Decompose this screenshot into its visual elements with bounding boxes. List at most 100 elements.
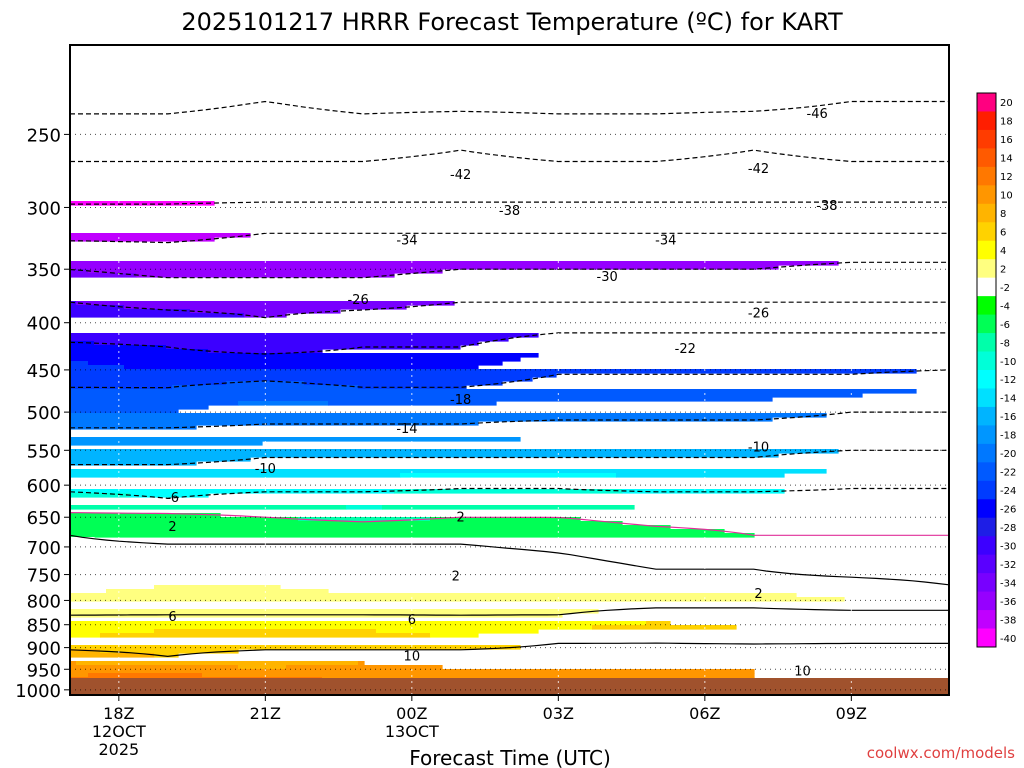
y-tick-label: 650 [27,508,61,529]
temperature-cell [70,401,239,406]
temperature-cell [70,493,131,498]
temperature-cell [70,409,179,414]
temperature-cell [70,517,299,522]
temperature-cell [70,261,839,266]
y-tick-label: 250 [27,125,61,146]
temperature-cell [70,489,395,494]
temperature-cell [70,629,155,634]
colorbar-label: 14 [1000,154,1013,165]
contour-label: -38 [816,199,837,214]
colorbar-swatch [977,203,996,223]
temperature-cell [70,521,623,526]
temperature-cell [70,533,755,538]
y-tick-label: 500 [27,403,61,424]
temperature-cell [70,593,797,598]
colorbar-label: -40 [1000,634,1016,645]
x-date-label: 12OCT [92,722,146,741]
temperature-cell [70,529,725,534]
contour-line [70,411,949,429]
temperature-cell [298,517,431,522]
y-tick-label: 450 [27,361,61,382]
contour-label: -26 [347,293,368,308]
temperature-cell [70,365,125,370]
y-tick-label: 800 [27,591,61,612]
colorbar-label: -8 [1000,338,1010,349]
contour-label: 6 [408,613,416,628]
colorbar-swatch [977,573,996,593]
temperature-cell [70,273,137,278]
colorbar-swatch [977,296,996,316]
temperature-cell [400,473,617,478]
temperature-cell [70,565,641,570]
temperature-cell [94,341,479,346]
colorbar-label: -36 [1000,597,1016,608]
temperature-cell [70,665,239,670]
y-tick-label: 300 [27,198,61,219]
temperature-cell [70,573,809,578]
temperature-cell [70,333,539,338]
temperature-cell [70,549,539,554]
y-tick-label: 700 [27,538,61,559]
colorbar-label: 20 [1000,98,1013,109]
temperature-cell [70,661,77,666]
contour-label: -26 [748,307,769,322]
temperature-cell [202,673,755,678]
colorbar-swatch [977,388,996,408]
temperature-cell [592,625,737,630]
colorbar-label: 8 [1000,209,1006,220]
temperature-cell [70,609,599,614]
colorbar-label: -20 [1000,449,1016,460]
colorbar-label: -30 [1000,541,1016,552]
contour-lines [70,100,949,658]
x-tick-label: 09Z [836,704,867,723]
temperature-cell [136,273,395,278]
temperature-cell [70,581,935,586]
temperature-cell [70,301,77,306]
colorbar-swatch [977,314,996,334]
temperature-cell [70,537,95,542]
x-axis-label: Forecast Time (UTC) [409,746,611,768]
contour-label: 2 [452,570,460,585]
temperature-cell [70,673,89,678]
contour-label: 2 [754,587,762,602]
temperature-cell [70,561,623,566]
colorbar-label: -6 [1000,320,1010,331]
colorbar-swatch [977,166,996,186]
y-tick-label: 400 [27,314,61,335]
colorbar-swatch [977,610,996,630]
y-tick-label: 600 [27,476,61,497]
contour-labels: -46 -42 -42 -38 -38 -34 -34 -30 -26 -26 -22 -18 -14 -… [166,107,837,680]
contour-label: -42 [748,162,769,177]
colorbar-swatch [977,93,996,112]
temperature-cell [394,489,623,494]
temperature-cell [616,473,785,478]
contour-line [70,201,949,205]
colorbar-swatch [977,222,996,242]
temperature-cell [130,493,209,498]
colorbar-swatch [977,499,996,519]
colorbar-swatch [977,554,996,574]
temperature-cell [70,405,209,410]
ground-surface [70,678,949,695]
temperature-cell [70,349,209,354]
colorbar-swatch [977,240,996,260]
colorbar-swatch [977,536,996,556]
contour-label: -46 [807,107,828,122]
temperature-cell [70,381,227,386]
temperature-cell [382,505,635,510]
y-tick-label: 850 [27,616,61,637]
temperature-cell [70,653,155,658]
temperature-cell [286,665,443,670]
colorbar-legend: 20 18 16 14 12 10 8 6 4 2 -2 -4 -6 -8 -10 -12 -14 -16 -18 -… [976,92,1016,648]
temperature-cell [70,449,839,454]
temperature-cell [70,625,593,630]
contour-label: 6 [168,610,176,625]
temperature-cell [70,577,887,582]
colorbar-label: 16 [1000,135,1013,146]
colorbar-label: 12 [1000,172,1013,183]
temperature-cell [226,381,305,386]
y-tick-label: 750 [27,566,61,587]
temperature-cell [70,505,347,510]
temperature-cell [70,473,401,478]
